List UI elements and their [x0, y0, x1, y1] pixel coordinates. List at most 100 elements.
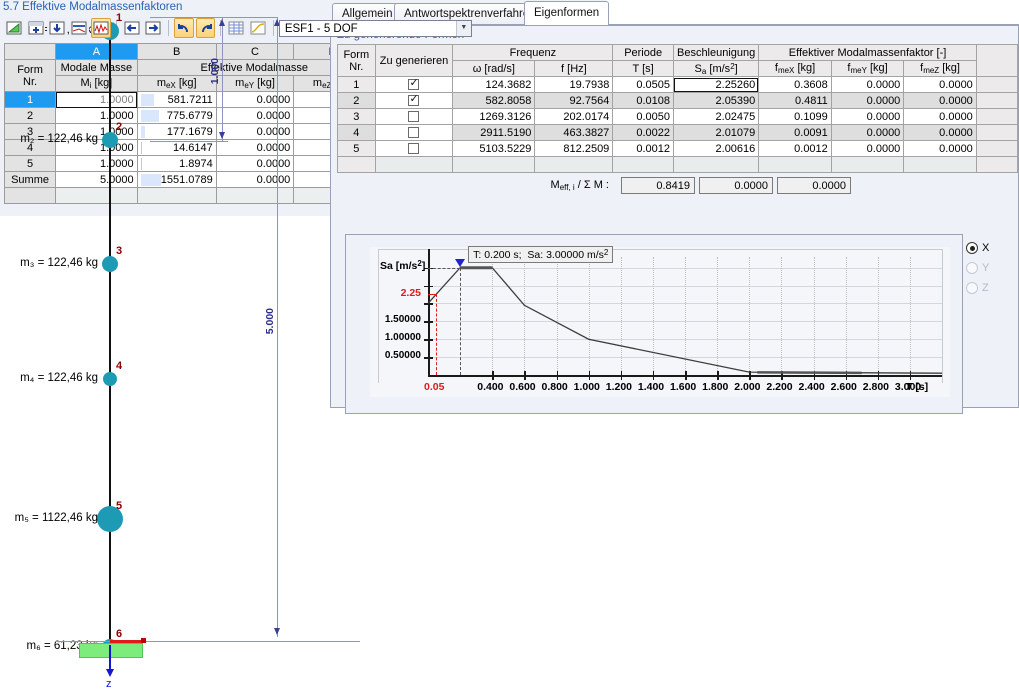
table-row[interactable]: 1124.368219.79380.05052.252600.36080.000…: [337, 76, 1019, 93]
grid-blue-icon[interactable]: [226, 18, 247, 38]
cell-fmeY[interactable]: 0.0000: [830, 76, 905, 93]
radio-option-X[interactable]: X: [966, 238, 1008, 258]
cell-fmeX[interactable]: 0.0091: [758, 124, 832, 141]
checkbox-generate[interactable]: [408, 111, 420, 123]
column-header-C[interactable]: C: [215, 43, 295, 60]
radio-option-Z[interactable]: Z: [966, 278, 1008, 298]
cell-Mi[interactable]: 1.0000: [55, 91, 138, 108]
cell-meX[interactable]: 1551.0789: [136, 171, 217, 188]
redo-icon[interactable]: [195, 18, 216, 38]
chevron-down-icon[interactable]: ▼: [455, 20, 471, 36]
cell-f[interactable]: 19.7938: [534, 76, 614, 93]
cell-omega[interactable]: 5103.5229: [452, 140, 536, 157]
column-member: [108, 31, 112, 647]
cell-generate[interactable]: [374, 92, 454, 109]
cell-fmeY[interactable]: 0.0000: [830, 92, 905, 109]
cell-nr: 4: [337, 124, 376, 141]
radio-x-icon[interactable]: [966, 242, 978, 254]
cell-Sa[interactable]: 2.25260: [672, 76, 760, 93]
cell-omega[interactable]: 2911.5190: [452, 124, 536, 141]
cell-fmeY[interactable]: 0.0000: [830, 124, 905, 141]
response-spectrum-chart[interactable]: 0.50000 1.00000 1.50000 0.400 0.600 0.800 1.00…: [345, 234, 963, 414]
cell-fmeZ[interactable]: 0.0000: [903, 108, 977, 125]
cell-omega[interactable]: 582.8058: [452, 92, 536, 109]
table-row[interactable]: 5 5103.5229 812.2509 0.0012 2.00616 0.0012 0.0…: [337, 140, 1019, 157]
cell-T[interactable]: 0.0050: [612, 108, 674, 125]
xtick-label: 2.200: [766, 381, 793, 393]
undo-icon[interactable]: [174, 18, 194, 38]
cell-meY[interactable]: 0.0000: [215, 123, 295, 140]
plot-frame-right: [942, 249, 943, 383]
cell-T[interactable]: 0.0108: [612, 92, 674, 109]
cell-Sa[interactable]: 2.02475: [672, 108, 760, 125]
cell-Sa[interactable]: 2.05390: [672, 92, 760, 109]
cell-omega[interactable]: 124.3682: [452, 76, 536, 93]
cell-T[interactable]: 0.0012: [612, 140, 674, 157]
table-plus-icon[interactable]: [25, 18, 46, 38]
checkbox-generate[interactable]: [408, 76, 420, 91]
cell-generate[interactable]: [374, 140, 454, 157]
cell-meX[interactable]: 775.6779: [136, 107, 217, 124]
table-redcurve-icon[interactable]: [90, 18, 111, 38]
cell-meY[interactable]: 0.0000: [215, 107, 295, 124]
table-row[interactable]: 2582.805892.75640.01082.053900.48110.000…: [337, 92, 1019, 109]
support-block: [79, 643, 143, 658]
tab-eigenformen[interactable]: Eigenformen: [524, 1, 610, 25]
cell-fmeZ[interactable]: 0.0000: [903, 140, 977, 157]
cell-T[interactable]: 0.0505: [612, 76, 674, 93]
checkbox-generate[interactable]: [408, 127, 420, 139]
table-row[interactable]: 3 1269.3126 202.0174 0.0050 2.02475 0.1099 0.0…: [337, 108, 1019, 125]
cell-generate[interactable]: [374, 124, 454, 141]
cell-meX[interactable]: 14.6147: [136, 139, 217, 156]
checkbox-generate[interactable]: [408, 92, 420, 107]
row-header[interactable]: 4: [3, 139, 57, 156]
cell-omega[interactable]: 1269.3126: [452, 108, 536, 125]
cell-Sa[interactable]: 2.00616: [672, 140, 760, 157]
cell-Mi[interactable]: 5.0000: [55, 171, 138, 188]
y-axis-title: Sa [m/s2]: [380, 259, 426, 272]
graph-green-icon[interactable]: [4, 18, 24, 38]
table-row[interactable]: 4 2911.5190 463.3827 0.0022 2.01079 0.0091 0.0…: [337, 124, 1019, 141]
arrow-right-table-icon[interactable]: [143, 18, 164, 38]
radio-z-icon[interactable]: [966, 282, 978, 294]
table-selector-combo[interactable]: ESF1 - 5 DOF ▼: [278, 19, 472, 37]
cell-fmeY[interactable]: 0.0000: [830, 108, 905, 125]
cell-meX[interactable]: 581.7211: [136, 91, 217, 108]
cell-f[interactable]: 202.0174: [534, 108, 614, 125]
cell-fmeY[interactable]: 0.0000: [830, 140, 905, 157]
cell-Sa[interactable]: 2.01079: [672, 124, 760, 141]
cell-f[interactable]: 463.3827: [534, 124, 614, 141]
radio-y-icon[interactable]: [966, 262, 978, 274]
cell-T[interactable]: 0.0022: [612, 124, 674, 141]
cell-fmeX[interactable]: 0.4811: [758, 92, 832, 109]
table-down-icon[interactable]: [47, 18, 68, 38]
curve-yellow-icon[interactable]: [248, 18, 268, 38]
cell-fmeX[interactable]: 0.1099: [758, 108, 832, 125]
cell-fmeZ[interactable]: 0.0000: [903, 76, 977, 93]
cell-f[interactable]: 92.7564: [534, 92, 614, 109]
cell-generate[interactable]: [374, 76, 454, 93]
cell-fmeX[interactable]: 0.0012: [758, 140, 832, 157]
row-header[interactable]: 2: [3, 107, 57, 124]
cell-fmeX[interactable]: 0.3608: [758, 76, 832, 93]
row-header[interactable]: 3: [3, 123, 57, 140]
cell-meY[interactable]: 0.0000: [215, 139, 295, 156]
cell-meY[interactable]: 0.0000: [215, 91, 295, 108]
checkbox-generate[interactable]: [408, 143, 420, 155]
cell-Mi[interactable]: 1.0000: [55, 107, 138, 124]
cell-nr: 5: [337, 140, 376, 157]
cell-Mi[interactable]: 1.0000: [55, 155, 138, 172]
radio-option-Y[interactable]: Y: [966, 258, 1008, 278]
cell-fmeZ[interactable]: 0.0000: [903, 124, 977, 141]
cell-meY[interactable]: 0.0000: [215, 171, 295, 188]
cell-f[interactable]: 812.2509: [534, 140, 614, 157]
xtick-label: 1.000: [573, 381, 600, 393]
column-header-B[interactable]: B: [136, 43, 217, 60]
cell-generate[interactable]: [374, 108, 454, 125]
cell-empty: [136, 187, 217, 204]
arrow-left-table-icon[interactable]: [121, 18, 142, 38]
table-chart-icon[interactable]: [69, 18, 89, 38]
cell-fmeZ[interactable]: 0.0000: [903, 92, 977, 109]
